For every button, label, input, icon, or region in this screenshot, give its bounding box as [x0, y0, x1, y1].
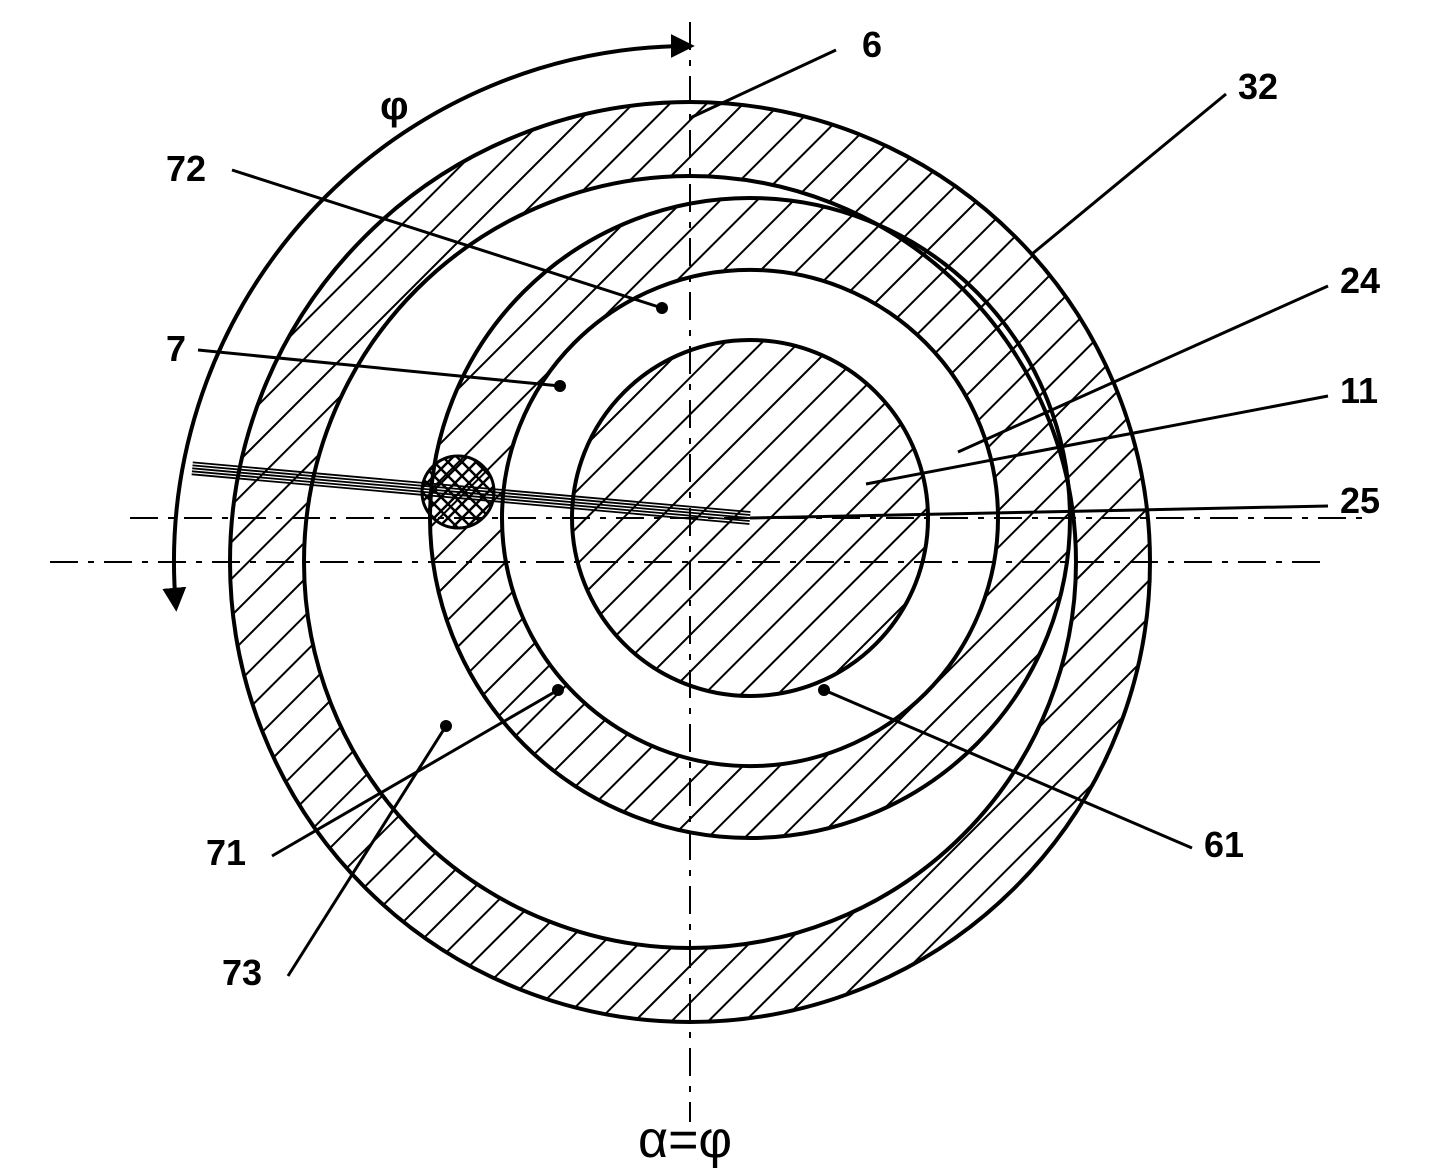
leader-dot-73 — [440, 720, 452, 732]
label-32: 32 — [1238, 66, 1278, 108]
leader-dot-7 — [554, 380, 566, 392]
label-24: 24 — [1340, 260, 1380, 302]
leader-dot-61 — [818, 684, 830, 696]
label-72: 72 — [166, 148, 206, 190]
label-73: 73 — [222, 952, 262, 994]
leader-dot-71 — [552, 684, 564, 696]
label-71: 71 — [206, 832, 246, 874]
diagram-canvas — [0, 0, 1456, 1168]
equation: α=φ — [638, 1110, 732, 1170]
label-25: 25 — [1340, 480, 1380, 522]
label-7: 7 — [166, 328, 186, 370]
leader-32 — [1032, 94, 1226, 254]
label-phi: φ — [380, 84, 409, 129]
label-61: 61 — [1204, 824, 1244, 866]
leader-dot-72 — [656, 302, 668, 314]
label-11: 11 — [1340, 370, 1378, 412]
label-6: 6 — [862, 24, 882, 66]
